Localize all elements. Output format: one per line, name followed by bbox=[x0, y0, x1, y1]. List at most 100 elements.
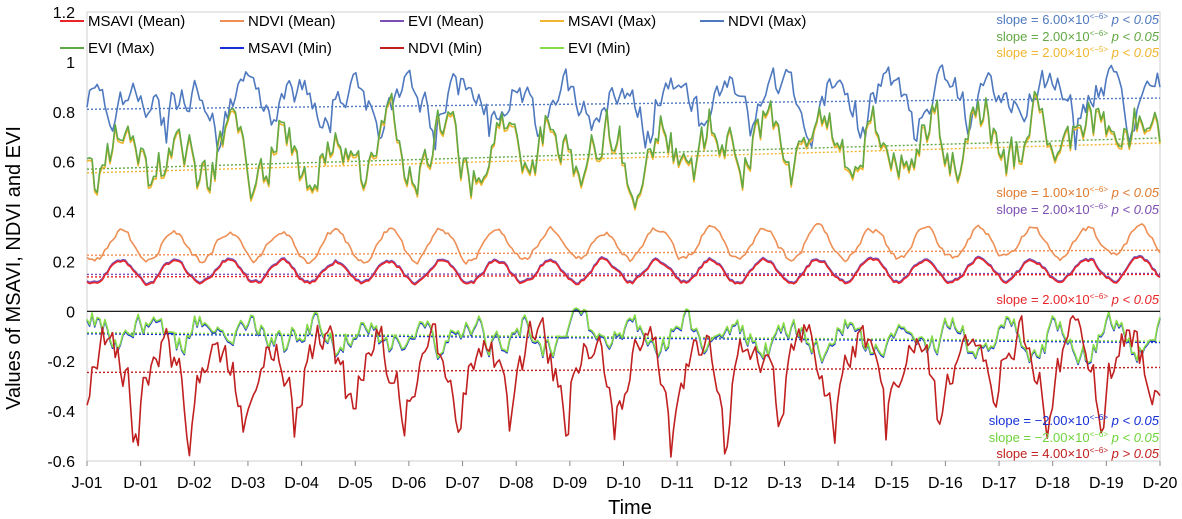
slope-value: slope = 4.00×10 bbox=[996, 446, 1089, 461]
trendline-evi-max bbox=[86, 137, 1161, 170]
x-tick-label: D-06 bbox=[392, 475, 427, 492]
slope-exponent: <−6> bbox=[1090, 12, 1109, 21]
slope-exponent: <−6> bbox=[1090, 29, 1109, 38]
legend-label: MSAVI (Min) bbox=[248, 40, 332, 57]
legend: MSAVI (Mean) NDVI (Mean) EVI (Mean) MSAVI (… bbox=[60, 13, 806, 57]
slope-value: slope = 2.00×10 bbox=[996, 202, 1089, 217]
slope-pvalue: p < 0.05 bbox=[1108, 29, 1160, 44]
slope-pvalue: p < 0.05 bbox=[1108, 12, 1160, 27]
slope-annotation: slope = −2.00×10<−6> p < 0.05 bbox=[989, 413, 1160, 428]
trendline-ndvi-mean bbox=[86, 249, 1161, 256]
slope-annotation: slope = 6.00×10<−6> p < 0.05 bbox=[996, 12, 1159, 27]
slope-pvalue: p < 0.05 bbox=[1108, 292, 1160, 307]
x-tick-label: D-04 bbox=[284, 475, 319, 492]
legend-label: EVI (Min) bbox=[568, 40, 631, 57]
slope-annotation: slope = 2.00×10<−6> p < 0.05 bbox=[996, 202, 1159, 217]
y-tick-label: 0.8 bbox=[53, 105, 75, 122]
x-tick-label: D-16 bbox=[928, 475, 963, 492]
legend-label: EVI (Max) bbox=[88, 40, 155, 57]
x-tick-label: D-07 bbox=[445, 475, 480, 492]
slope-exponent: <−5> bbox=[1090, 45, 1109, 54]
slope-annotation: slope = 2.00×10<−6> p < 0.05 bbox=[996, 292, 1159, 307]
series-layer bbox=[86, 64, 1161, 458]
x-tick-label: D-03 bbox=[231, 475, 266, 492]
y-axis-title: Values of MSAVI, NDVI and EVI bbox=[3, 126, 25, 410]
x-tick-label: D-17 bbox=[982, 475, 1017, 492]
legend-item: MSAVI (Max) bbox=[540, 13, 656, 30]
series-line-msavi-max bbox=[86, 93, 1161, 211]
x-axis-title: Time bbox=[608, 497, 652, 519]
legend-item: EVI (Max) bbox=[60, 40, 155, 57]
x-tick-label: D-20 bbox=[1143, 475, 1178, 492]
y-tick-label: 0.4 bbox=[53, 205, 75, 222]
y-tick-label: 0 bbox=[66, 304, 75, 321]
y-tick-label: 1.2 bbox=[53, 5, 75, 22]
legend-item: NDVI (Mean) bbox=[220, 13, 336, 30]
slope-pvalue: p > 0.05 bbox=[1108, 446, 1160, 461]
x-tick-label: D-05 bbox=[338, 475, 373, 492]
slope-pvalue: p < 0.05 bbox=[1108, 202, 1160, 217]
legend-label: MSAVI (Max) bbox=[568, 13, 656, 30]
x-tick-label: D-11 bbox=[660, 475, 694, 492]
x-tick-label: D-14 bbox=[821, 475, 856, 492]
x-tick-label: D-09 bbox=[553, 475, 588, 492]
legend-label: NDVI (Mean) bbox=[248, 13, 336, 30]
x-tick-label: D-18 bbox=[1035, 475, 1070, 492]
slope-annotation: slope = −2.00×10<−6> p < 0.05 bbox=[989, 430, 1160, 445]
slope-exponent: <−6> bbox=[1090, 430, 1109, 439]
legend-item: NDVI (Min) bbox=[380, 40, 482, 57]
x-tick-label: D-13 bbox=[767, 475, 802, 492]
slope-exponent: <−6> bbox=[1090, 202, 1109, 211]
slope-pvalue: p < 0.05 bbox=[1108, 413, 1160, 428]
legend-label: NDVI (Max) bbox=[728, 13, 806, 30]
legend-item: EVI (Min) bbox=[540, 40, 631, 57]
y-tick-label: -0.4 bbox=[47, 404, 75, 421]
slope-value: slope = 6.00×10 bbox=[996, 12, 1089, 27]
series-line-evi-max bbox=[86, 90, 1161, 209]
x-tick-label: D-01 bbox=[123, 475, 158, 492]
x-tick-label: D-15 bbox=[874, 475, 909, 492]
trendline-evi-mean bbox=[86, 272, 1161, 276]
slope-value: slope = 2.00×10 bbox=[996, 292, 1089, 307]
legend-item: MSAVI (Min) bbox=[220, 40, 332, 57]
legend-item: MSAVI (Mean) bbox=[60, 13, 185, 30]
legend-label: NDVI (Min) bbox=[408, 40, 482, 57]
legend-label: EVI (Mean) bbox=[408, 13, 484, 30]
slope-pvalue: p < 0.05 bbox=[1108, 430, 1160, 445]
series-line-ndvi-min bbox=[86, 315, 1161, 458]
trendline-msavi-max bbox=[86, 142, 1161, 174]
x-tick-label: D-19 bbox=[1089, 475, 1124, 492]
slope-exponent: <−6> bbox=[1090, 292, 1109, 301]
trendline-ndvi-min bbox=[86, 366, 1161, 374]
slope-value: slope = 2.00×10 bbox=[996, 29, 1089, 44]
legend-label: MSAVI (Mean) bbox=[88, 13, 185, 30]
y-tick-label: -0.6 bbox=[47, 454, 75, 471]
slope-annotation: slope = 4.00×10<−6> p > 0.05 bbox=[996, 446, 1159, 461]
slope-pvalue: p < 0.05 bbox=[1108, 45, 1160, 60]
trendline-ndvi-max bbox=[86, 97, 1161, 110]
x-tick-label: D-08 bbox=[499, 475, 534, 492]
slope-value: slope = −2.00×10 bbox=[989, 430, 1090, 445]
y-tick-label: 0.6 bbox=[53, 155, 75, 172]
slope-exponent: <−6> bbox=[1090, 185, 1109, 194]
legend-item: NDVI (Max) bbox=[700, 13, 806, 30]
slope-pvalue: p < 0.05 bbox=[1108, 185, 1160, 200]
x-tick-label: J-01 bbox=[71, 475, 102, 492]
slope-annotation: slope = 2.00×10<−5> p < 0.05 bbox=[996, 45, 1159, 60]
y-tick-label: 1 bbox=[66, 55, 75, 72]
x-tick-label: D-12 bbox=[713, 475, 748, 492]
legend-item: EVI (Mean) bbox=[380, 13, 484, 30]
slope-annotation: slope = 2.00×10<−6> p < 0.05 bbox=[996, 29, 1159, 44]
y-tick-label: 0.2 bbox=[53, 254, 75, 271]
axis-layer: 1.2 1 0.8 0.6 0.4 0.2 0 -0.2 -0.4 -0.6 J-01 D-01 D-0… bbox=[47, 5, 1177, 492]
slope-value: slope = 1.00×10 bbox=[996, 185, 1089, 200]
trendline-msavi-min bbox=[86, 333, 1161, 344]
slope-exponent: <−6> bbox=[1090, 413, 1109, 422]
series-line-ndvi-mean bbox=[86, 223, 1161, 265]
slope-value: slope = −2.00×10 bbox=[989, 413, 1090, 428]
x-tick-label: D-02 bbox=[177, 475, 212, 492]
series-line-msavi-mean bbox=[86, 256, 1161, 287]
slope-exponent: <−6> bbox=[1090, 446, 1109, 455]
